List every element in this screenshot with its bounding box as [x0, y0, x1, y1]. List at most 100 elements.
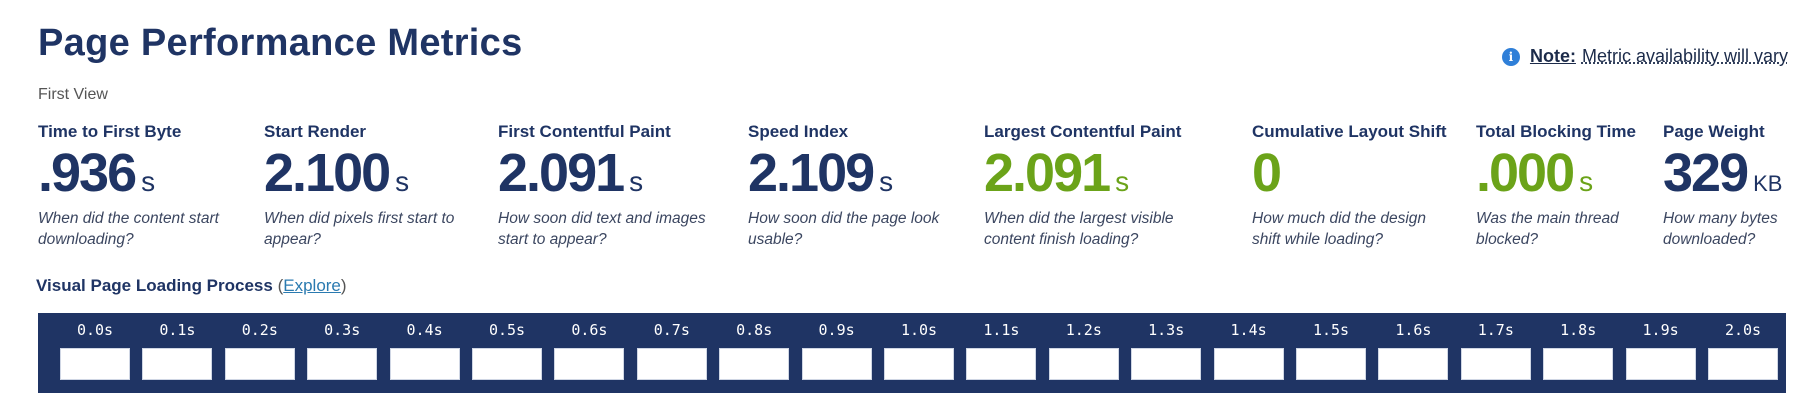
- metric-description: Was the main thread blocked?: [1476, 210, 1619, 248]
- filmstrip-frame[interactable]: 1.1s: [966, 313, 1037, 393]
- note-text[interactable]: Metric availability will vary: [1581, 46, 1788, 66]
- filmstrip-frame[interactable]: 0.7s: [636, 313, 707, 393]
- frame-thumbnail[interactable]: [1543, 348, 1614, 380]
- filmstrip-frame[interactable]: 1.5s: [1296, 313, 1366, 393]
- frame-time: 1.9s: [1642, 321, 1679, 339]
- metric-description: When did pixels first start to appear?: [264, 210, 455, 248]
- frame-thumbnail[interactable]: [554, 348, 625, 380]
- frame-thumbnail[interactable]: [1460, 348, 1531, 380]
- filmstrip-frame[interactable]: 0.9s: [801, 313, 872, 393]
- frame-thumbnail[interactable]: [966, 348, 1037, 380]
- frame-thumbnail[interactable]: [1048, 348, 1119, 380]
- frame-thumbnail[interactable]: [60, 348, 130, 380]
- filmstrip-frame[interactable]: 0.8s: [719, 313, 790, 393]
- frame-thumbnail[interactable]: [801, 348, 872, 380]
- metric-description: How soon did text and images start to ap…: [498, 210, 706, 248]
- metric-time-to-first-byte: Time to First Byte .936 s When did the c…: [38, 122, 238, 250]
- metric-unit: s: [1579, 166, 1594, 197]
- filmstrip-frame[interactable]: 1.7s: [1460, 313, 1531, 393]
- filmstrip-frame[interactable]: 0.6s: [554, 313, 625, 393]
- frame-thumbnail[interactable]: [884, 348, 954, 380]
- metric-value: 2.091: [984, 143, 1111, 203]
- filmstrip-frame[interactable]: 2.0s: [1708, 313, 1778, 393]
- filmstrip-frame[interactable]: 1.4s: [1213, 313, 1284, 393]
- metric-description: How soon did the page look usable?: [748, 210, 940, 248]
- metric-largest-contentful-paint: Largest Contentful Paint 2.091 s When di…: [984, 122, 1204, 250]
- frame-thumbnail[interactable]: [472, 348, 542, 380]
- explore-link[interactable]: Explore: [283, 276, 341, 295]
- metric-label: Cumulative Layout Shift: [1252, 122, 1447, 141]
- filmstrip-frame[interactable]: 1.8s: [1543, 313, 1614, 393]
- visual-loading-heading: Visual Page Loading Process (Explore): [36, 276, 347, 296]
- frame-thumbnail[interactable]: [719, 348, 790, 380]
- frame-time: 1.4s: [1230, 321, 1267, 339]
- info-icon: i: [1501, 47, 1520, 66]
- filmstrip-frame[interactable]: 1.6s: [1378, 313, 1449, 393]
- filmstrip-frame[interactable]: 1.3s: [1131, 313, 1202, 393]
- metric-label: First Contentful Paint: [498, 122, 671, 141]
- explore-wrap: (Explore): [278, 276, 347, 295]
- metric-value: 329: [1663, 143, 1749, 203]
- filmstrip: 0.0s 0.1s 0.2s 0.3s 0.4s 0.5s 0.6s 0.7s 0.8s 0.9s…: [38, 313, 1786, 393]
- page-title: Page Performance Metrics: [38, 22, 523, 64]
- frame-thumbnail[interactable]: [389, 348, 460, 380]
- frame-time: 1.8s: [1560, 321, 1597, 339]
- filmstrip-frame[interactable]: 0.5s: [472, 313, 542, 393]
- frame-thumbnail[interactable]: [1708, 348, 1778, 380]
- frame-time: 0.2s: [241, 321, 278, 339]
- filmstrip-frame[interactable]: 1.9s: [1625, 313, 1696, 393]
- metric-total-blocking-time: Total Blocking Time .000 s Was the main …: [1476, 122, 1651, 250]
- frame-time: 1.0s: [900, 321, 938, 339]
- metric-label: Speed Index: [748, 122, 849, 141]
- metric-unit: KB: [1753, 171, 1783, 196]
- frame-time: 2.0s: [1724, 321, 1762, 339]
- metric-value: .000: [1476, 143, 1575, 203]
- frame-thumbnail[interactable]: [1296, 348, 1366, 380]
- frame-time: 0.9s: [818, 321, 855, 339]
- frame-thumbnail[interactable]: [1378, 348, 1449, 380]
- frame-thumbnail[interactable]: [636, 348, 707, 380]
- close-paren: ): [340, 276, 347, 295]
- metric-description: How many bytes downloaded?: [1663, 210, 1778, 248]
- metric-value: 2.100: [264, 143, 391, 203]
- frame-thumbnail[interactable]: [307, 348, 378, 380]
- frame-time: 0.5s: [488, 321, 526, 339]
- frame-thumbnail[interactable]: [1213, 348, 1284, 380]
- frame-time: 1.3s: [1148, 321, 1185, 339]
- frame-time: 0.7s: [653, 321, 690, 339]
- filmstrip-frame[interactable]: 0.2s: [224, 313, 295, 393]
- frame-time: 0.0s: [76, 321, 114, 339]
- filmstrip-frame[interactable]: 1.0s: [884, 313, 954, 393]
- metric-label: Start Render: [264, 122, 367, 141]
- metric-value: 2.109: [748, 143, 875, 203]
- metric-first-contentful-paint: First Contentful Paint 2.091 s How soon …: [498, 122, 726, 250]
- frame-thumbnail[interactable]: [142, 348, 213, 380]
- metric-description: How much did the design shift while load…: [1252, 210, 1427, 248]
- filmstrip-frame[interactable]: 1.2s: [1048, 313, 1119, 393]
- filmstrip-frame[interactable]: 0.4s: [389, 313, 460, 393]
- frame-time: 0.3s: [324, 321, 361, 339]
- filmstrip-frame[interactable]: 0.1s: [142, 313, 213, 393]
- frame-thumbnail[interactable]: [224, 348, 295, 380]
- metric-description: When did the content start downloading?: [38, 210, 219, 248]
- metric-unit: s: [879, 166, 894, 197]
- frame-thumbnail[interactable]: [1131, 348, 1202, 380]
- visual-loading-label: Visual Page Loading Process: [36, 276, 273, 295]
- frame-thumbnail[interactable]: [1625, 348, 1696, 380]
- frame-time: 0.1s: [159, 321, 196, 339]
- filmstrip-frame[interactable]: 0.3s: [307, 313, 378, 393]
- frame-time: 1.7s: [1477, 321, 1514, 339]
- frame-time: 1.1s: [983, 321, 1020, 339]
- filmstrip-frame[interactable]: 0.0s: [60, 313, 130, 393]
- view-subtitle: First View: [38, 86, 108, 103]
- frame-time: 0.8s: [736, 321, 773, 339]
- metric-value: .936: [38, 143, 137, 203]
- metric-page-weight: Page Weight 329 KB How many bytes downlo…: [1663, 122, 1793, 250]
- metric-label: Largest Contentful Paint: [984, 122, 1182, 141]
- metric-unit: s: [1115, 166, 1130, 197]
- metric-unit: s: [629, 166, 644, 197]
- open-paren: (: [277, 276, 284, 295]
- frame-time: 1.6s: [1395, 321, 1432, 339]
- metric-note[interactable]: i Note: Metric availability will vary: [1501, 46, 1788, 67]
